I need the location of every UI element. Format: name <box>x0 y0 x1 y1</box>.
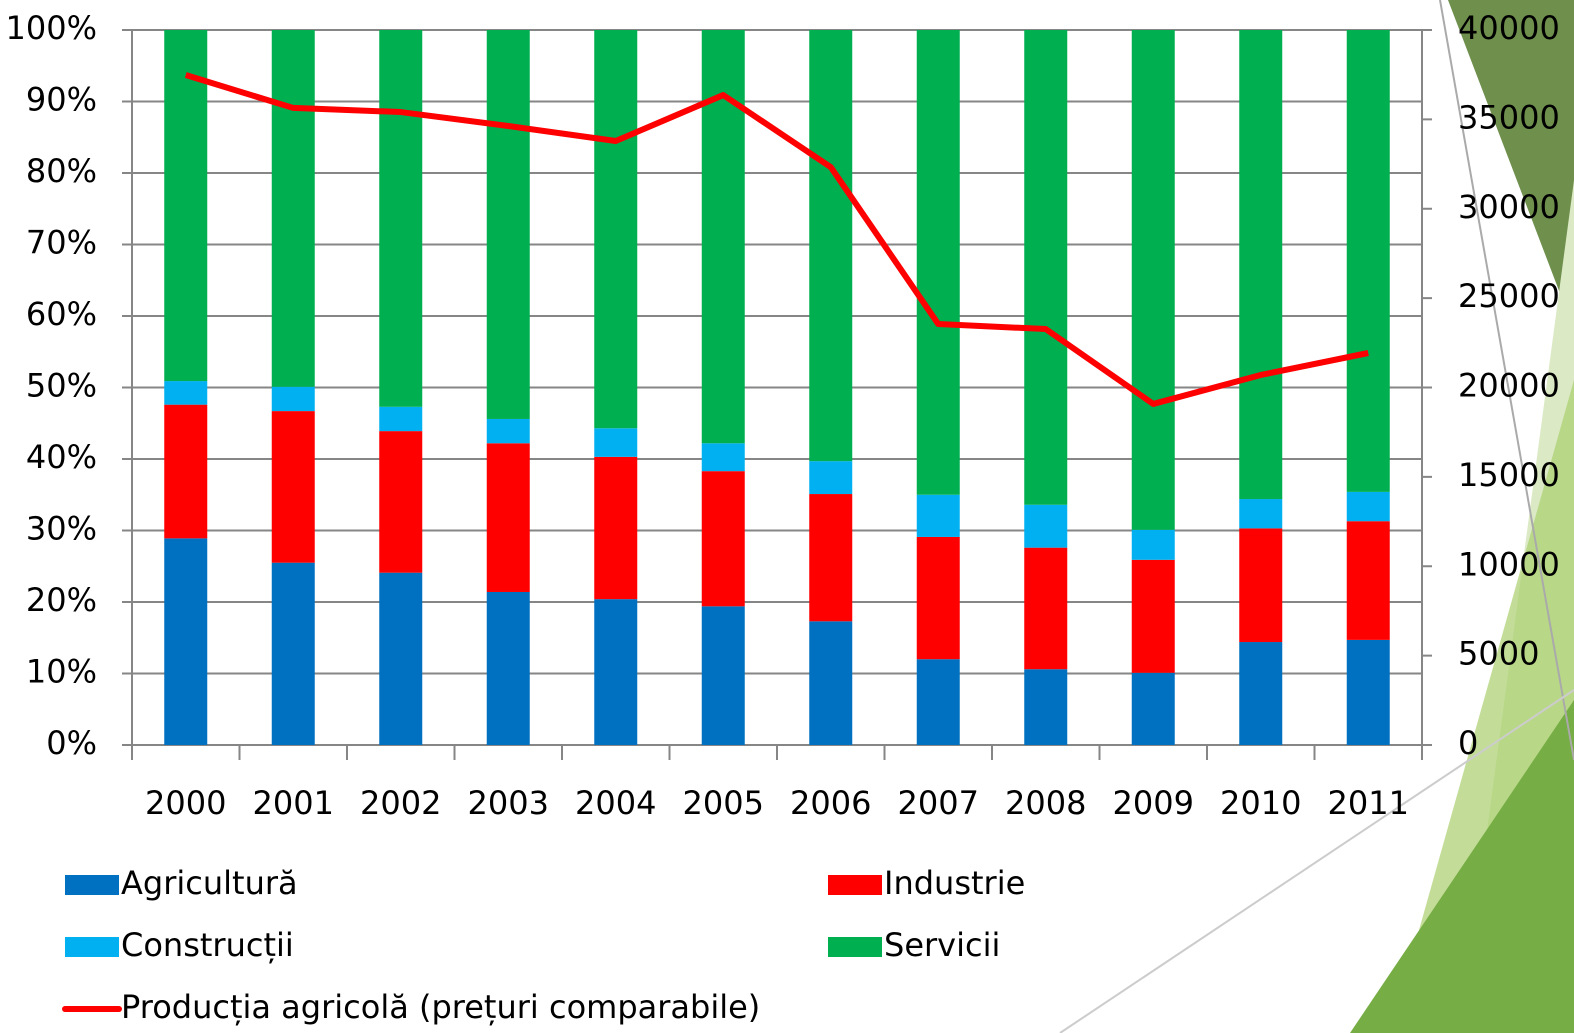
bar-segment <box>1347 492 1390 521</box>
y2-tick-label: 5000 <box>1458 635 1539 673</box>
legend-label: Servicii <box>884 926 1000 964</box>
legend-label: Producția agricolă (prețuri comparabile) <box>121 988 760 1026</box>
legend-label: Construcții <box>121 926 294 964</box>
y-tick-label: 80% <box>26 152 97 190</box>
y-tick-label: 10% <box>26 653 97 691</box>
bar-segment <box>272 387 315 411</box>
y-tick-label: 70% <box>26 224 97 262</box>
bar-segment <box>1024 669 1067 745</box>
bar-segment <box>1024 505 1067 548</box>
bar-segment <box>1239 499 1282 528</box>
bar-segment <box>1239 30 1282 499</box>
legend-label: Industrie <box>884 864 1025 902</box>
x-tick-label: 2009 <box>1113 784 1194 822</box>
bar-segment <box>917 537 960 659</box>
y2-tick-label: 0 <box>1458 724 1478 762</box>
bar-segment <box>594 428 637 457</box>
bar-segment <box>917 495 960 537</box>
bar-segment <box>1347 640 1390 745</box>
bar-segment <box>487 30 530 419</box>
line-series <box>186 75 1369 404</box>
x-tick-label: 2001 <box>253 784 334 822</box>
bar-segment <box>917 659 960 745</box>
legend-swatch <box>828 875 882 895</box>
legend-swatch <box>65 875 119 895</box>
bar-segment <box>594 30 637 428</box>
bar-segment <box>272 563 315 745</box>
bar-segment <box>1347 521 1390 640</box>
bar-segment <box>594 599 637 745</box>
legend-swatch <box>65 937 119 957</box>
bar-segment <box>1239 528 1282 642</box>
bar-segment <box>809 30 852 461</box>
bar-segment <box>594 457 637 599</box>
x-tick-label: 2007 <box>898 784 979 822</box>
bar-segment <box>272 411 315 563</box>
legend-swatch <box>828 937 882 957</box>
x-tick-label: 2006 <box>790 784 871 822</box>
x-tick-label: 2003 <box>468 784 549 822</box>
y2-tick-label: 20000 <box>1458 367 1560 405</box>
bar-segment <box>1347 30 1390 492</box>
bar-segment <box>809 494 852 621</box>
x-tick-label: 2008 <box>1005 784 1086 822</box>
y-tick-label: 40% <box>26 438 97 476</box>
y2-tick-label: 10000 <box>1458 545 1560 583</box>
x-tick-label: 2005 <box>683 784 764 822</box>
y2-tick-label: 35000 <box>1458 98 1560 136</box>
bar-segment <box>917 30 960 495</box>
bar-segment <box>809 621 852 745</box>
bar-segment <box>702 606 745 745</box>
bar-segment <box>379 407 422 431</box>
bar-segment <box>379 431 422 573</box>
bar-segment <box>487 592 530 745</box>
bar-segment <box>1132 30 1175 530</box>
y2-tick-label: 15000 <box>1458 456 1560 494</box>
y2-tick-label: 25000 <box>1458 277 1560 315</box>
bar-segment <box>379 30 422 407</box>
y-tick-label: 20% <box>26 581 97 619</box>
bar-segment <box>1132 530 1175 560</box>
bar-segment <box>164 405 207 539</box>
bar-segment <box>487 419 530 443</box>
x-tick-label: 2010 <box>1220 784 1301 822</box>
x-tick-label: 2002 <box>360 784 441 822</box>
y-tick-label: 60% <box>26 295 97 333</box>
y-tick-label: 50% <box>26 367 97 405</box>
bar-segment <box>1024 548 1067 670</box>
chart: 0% 10% 20% 30% 40% 50% 60% 70% 80% 90% 100% 0 5000 10… <box>0 0 1574 1033</box>
bar-segment <box>272 30 315 387</box>
legend-label: Agricultură <box>121 864 298 902</box>
bar-segment <box>1132 560 1175 673</box>
bar-segment <box>1239 642 1282 745</box>
bar-segment <box>1024 30 1067 505</box>
bar-segment <box>809 461 852 494</box>
y-tick-label: 0% <box>46 724 97 762</box>
x-tick-label: 2000 <box>145 784 226 822</box>
y-tick-label: 30% <box>26 510 97 548</box>
bar-segment <box>1132 673 1175 745</box>
y2-tick-label: 30000 <box>1458 188 1560 226</box>
bar-segment <box>379 573 422 745</box>
y-tick-label: 100% <box>6 9 97 47</box>
y2-tick-label: 40000 <box>1458 9 1560 47</box>
x-tick-label: 2011 <box>1328 784 1409 822</box>
bar-segment <box>702 30 745 443</box>
bar-segment <box>702 443 745 471</box>
bar-segment <box>164 538 207 745</box>
bar-segment <box>487 443 530 592</box>
x-tick-label: 2004 <box>575 784 656 822</box>
y-tick-label: 90% <box>26 81 97 119</box>
bar-segment <box>164 381 207 405</box>
bar-segment <box>702 471 745 606</box>
